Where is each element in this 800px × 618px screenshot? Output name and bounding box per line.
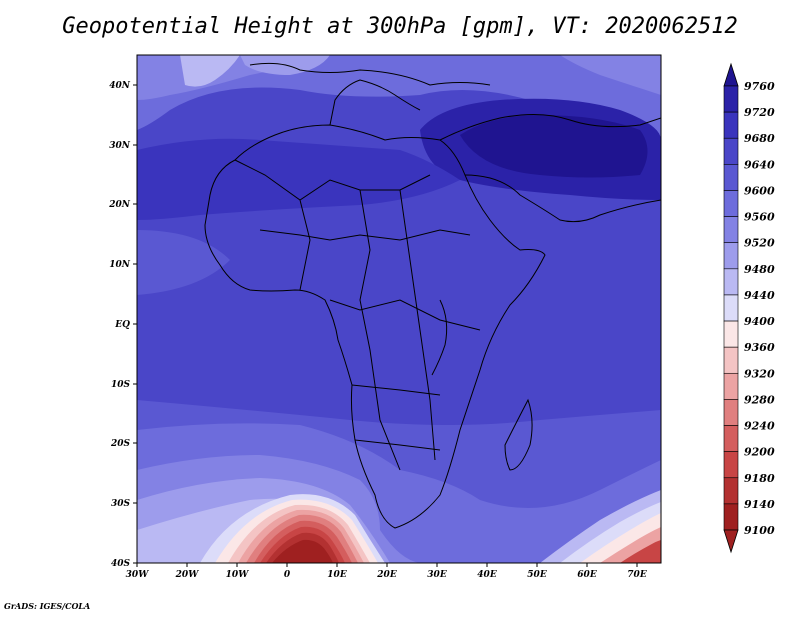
lat-label-20n: 20N (108, 200, 131, 210)
lon-label-50e: 50E (527, 570, 547, 580)
colorbar-level-label: 9100 (744, 524, 775, 537)
lat-label-10s: 10S (111, 380, 131, 390)
colorbar-level-label: 9520 (744, 237, 775, 250)
lat-label-30s: 30S (111, 499, 131, 509)
lon-label-10e: 10E (327, 570, 347, 580)
colorbar-level-label: 9560 (744, 211, 775, 224)
lon-label-0: 0 (284, 570, 291, 580)
lon-label-30w: 30W (126, 570, 150, 580)
colorbar-cell (723, 164, 739, 191)
colorbar-level-label: 9400 (744, 315, 775, 328)
height-field (137, 55, 661, 563)
colorbar-level-label: 9200 (744, 446, 775, 459)
colorbar-level-label: 9480 (744, 263, 775, 276)
colorbar-cell (723, 242, 739, 270)
colorbar-level-label: 9680 (744, 132, 775, 145)
lon-label-40e: 40E (477, 570, 497, 580)
latitude-axis: 40N 30N 20N 10N EQ 10S 20S 30S 40S (108, 81, 137, 569)
colorbar-level-label: 9720 (744, 106, 775, 119)
colorbar-cell (723, 451, 739, 479)
colorbar-min-arrow (723, 529, 739, 554)
colorbar-cell (723, 111, 739, 139)
lon-label-30e: 30E (427, 570, 447, 580)
colorbar-cell (723, 346, 739, 374)
colorbar-cell (723, 320, 739, 348)
lat-label-eq: EQ (114, 320, 130, 330)
colorbar-level-label: 9600 (744, 184, 775, 197)
colorbar-level-label: 9360 (744, 341, 775, 354)
colorbar-level-label: 9320 (744, 367, 775, 380)
lon-label-10w: 10W (226, 570, 250, 580)
colorbar-cell (723, 503, 739, 531)
colorbar-level-label: 9180 (744, 472, 775, 485)
colorbar-cell (723, 137, 739, 165)
colorbar-cell (723, 216, 739, 244)
lat-label-40s: 40S (111, 559, 131, 569)
colorbar-level-label: 9640 (744, 158, 775, 171)
colorbar-max-arrow (723, 62, 739, 87)
colorbar-cell (723, 399, 739, 426)
lat-label-40n: 40N (109, 81, 131, 91)
colorbar-cell (723, 477, 739, 505)
lon-label-60e: 60E (577, 570, 597, 580)
lat-label-10n: 10N (109, 260, 131, 270)
colorbar-level-label: 9280 (744, 393, 775, 406)
grads-credit: GrADS: IGES/COLA (4, 601, 91, 611)
colorbar-cell (723, 190, 739, 217)
lon-label-70e: 70E (627, 570, 647, 580)
colorbar-level-label: 9440 (744, 289, 775, 302)
colorbar-level-label: 9760 (744, 80, 775, 93)
lon-label-20e: 20E (376, 570, 397, 580)
colorbar-level-label: 9140 (744, 498, 775, 511)
colorbar: 9760 9720 9680 9640 9600 9560 9520 9480 9440 9400… (723, 62, 775, 554)
map-frame (136, 54, 662, 564)
colorbar-cell (723, 425, 739, 452)
lon-label-20w: 20W (175, 570, 200, 580)
colorbar-cell (723, 372, 739, 400)
lat-label-30n: 30N (109, 141, 131, 151)
longitude-axis: 30W 20W 10W 0 10E 20E 30E 40E 50E 60E 70… (126, 563, 647, 580)
colorbar-cell (723, 268, 739, 296)
lat-label-20s: 20S (110, 439, 131, 449)
map-title: Geopotential Height at 300hPa [gpm], VT:… (62, 14, 738, 39)
colorbar-level-label: 9240 (744, 420, 775, 433)
coastlines (204, 62, 661, 529)
colorbar-cell (723, 85, 739, 113)
colorbar-cell (723, 294, 739, 322)
